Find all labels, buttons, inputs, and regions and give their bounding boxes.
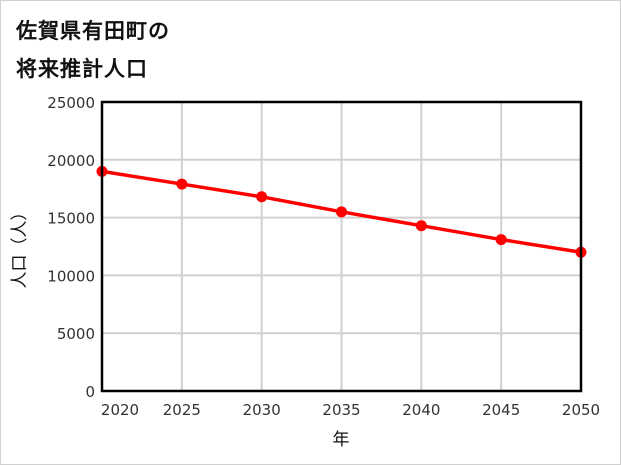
y-tick-label: 25000: [47, 94, 95, 112]
chart-title-line-1: 佐賀県有田町の: [16, 19, 170, 43]
y-tick-label: 5000: [57, 325, 95, 343]
y-axis-label: 人口（人）: [10, 204, 30, 289]
x-tick-label: 2040: [402, 401, 440, 419]
data-point-marker: [336, 206, 347, 218]
x-tick-label: 2050: [562, 401, 600, 419]
y-tick-label: 20000: [47, 152, 95, 170]
plot-area-border: [100, 100, 583, 393]
y-axis-ticks: 0 5000 10000 15000 20000 25000: [47, 94, 95, 401]
data-point-marker: [176, 178, 188, 190]
x-tick-label: 2045: [482, 401, 520, 419]
y-tick-label: 15000: [47, 210, 95, 228]
x-axis-ticks: 2020 2025 2030 2035 2040 2045 2050: [101, 401, 600, 419]
chart-title-line-2: 将来推計人口: [16, 57, 148, 81]
x-tick-label: 2020: [101, 401, 139, 419]
gridlines: [101, 101, 582, 392]
data-point-marker: [495, 234, 507, 246]
x-tick-label: 2035: [322, 401, 360, 419]
data-point-marker: [415, 220, 427, 232]
y-tick-label: 0: [85, 383, 95, 401]
x-tick-label: 2030: [243, 401, 281, 419]
data-point-marker: [256, 191, 268, 203]
x-axis-label: 年: [333, 430, 350, 450]
x-tick-label: 2025: [163, 401, 201, 419]
y-tick-label: 10000: [47, 267, 95, 285]
